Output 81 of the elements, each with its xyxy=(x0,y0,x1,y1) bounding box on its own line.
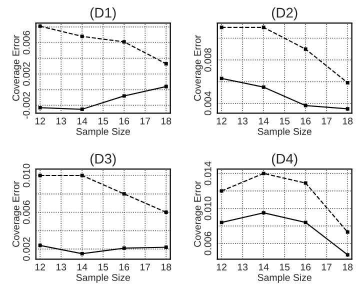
x-tick-label: 18 xyxy=(161,118,172,124)
point xyxy=(262,172,266,176)
x-tick-label: 16 xyxy=(300,264,311,271)
x-axis-title: Sample Size xyxy=(76,274,130,283)
x-tick-label: 14 xyxy=(258,264,269,270)
x-tick-label: 17 xyxy=(140,264,150,270)
x-tick-label: 14 xyxy=(77,264,88,270)
x-tick-label: 18 xyxy=(342,264,353,271)
point xyxy=(80,34,84,38)
y-tick-label: 0.004 xyxy=(204,92,212,116)
point xyxy=(122,246,126,250)
x-tick-label: 16 xyxy=(119,264,130,271)
x-tick-label: 13 xyxy=(56,118,66,124)
point xyxy=(262,26,266,30)
x-tick-label: 14 xyxy=(77,118,88,124)
x-tick-label: 13 xyxy=(56,264,66,271)
chart-title: (D1) xyxy=(90,7,116,20)
x-tick-label: 12 xyxy=(35,264,46,270)
point xyxy=(122,40,126,44)
point xyxy=(164,62,168,66)
point xyxy=(262,85,266,89)
point xyxy=(346,230,350,234)
point xyxy=(38,24,42,28)
point xyxy=(80,252,84,256)
x-tick-label: 17 xyxy=(322,264,332,270)
y-tick-label: 0.008 xyxy=(204,48,212,72)
x-tick-label: 12 xyxy=(216,264,227,270)
x-tick-label: 18 xyxy=(342,118,353,124)
point xyxy=(122,192,126,196)
y-tick-label: 0.006 xyxy=(22,30,30,54)
chart-title: (D3) xyxy=(90,153,116,166)
x-tick-label: 18 xyxy=(161,264,172,271)
chart-title: (D2) xyxy=(272,7,298,20)
point xyxy=(220,76,224,80)
point xyxy=(38,106,42,110)
x-tick-label: 16 xyxy=(300,118,311,124)
x-tick-label: 14 xyxy=(258,118,269,124)
y-tick-label: 0.002 xyxy=(22,237,30,261)
point xyxy=(304,104,308,108)
point xyxy=(346,81,350,85)
x-axis-title: Sample Size xyxy=(258,128,312,137)
point xyxy=(220,189,224,193)
point xyxy=(304,47,308,51)
point xyxy=(220,220,224,224)
x-tick-label: 12 xyxy=(35,118,46,124)
y-tick-label: 0.010 xyxy=(22,164,30,188)
point xyxy=(262,211,266,215)
x-tick-label: 15 xyxy=(280,118,290,124)
x-tick-label: 15 xyxy=(98,264,108,271)
chart-title: (D4) xyxy=(272,153,298,166)
y-axis-title: Coverage Error xyxy=(12,35,22,101)
x-tick-label: 16 xyxy=(119,118,130,124)
point xyxy=(304,181,308,185)
x-tick-label: 13 xyxy=(238,118,248,124)
x-tick-label: 15 xyxy=(98,118,108,124)
y-tick-label: 0.006 xyxy=(22,200,30,224)
x-tick-label: 17 xyxy=(140,118,150,124)
point xyxy=(304,220,308,224)
x-tick-label: 17 xyxy=(322,118,332,124)
point xyxy=(164,84,168,88)
point xyxy=(164,246,168,249)
x-tick-label: 15 xyxy=(280,264,290,271)
x-axis-title: Sample Size xyxy=(76,128,130,137)
y-axis-title: Coverage Error xyxy=(12,181,22,247)
point xyxy=(346,107,350,111)
point xyxy=(122,94,126,98)
y-axis-title: Coverage Error xyxy=(194,35,203,101)
x-tick-label: 12 xyxy=(216,118,227,124)
y-tick-label: -0.002 xyxy=(22,92,30,119)
y-axis-title: Coverage Error xyxy=(194,181,203,247)
x-tick-label: 13 xyxy=(238,264,248,271)
y-tick-label: 0.014 xyxy=(204,162,212,186)
point xyxy=(164,210,168,214)
point xyxy=(220,26,224,30)
y-tick-label: 0.006 xyxy=(204,232,212,256)
point xyxy=(38,244,42,248)
y-tick-label: 0.010 xyxy=(204,196,212,220)
point xyxy=(80,108,84,111)
y-tick-label: 0.002 xyxy=(22,62,30,86)
point xyxy=(346,253,350,257)
x-axis-title: Sample Size xyxy=(258,274,312,283)
